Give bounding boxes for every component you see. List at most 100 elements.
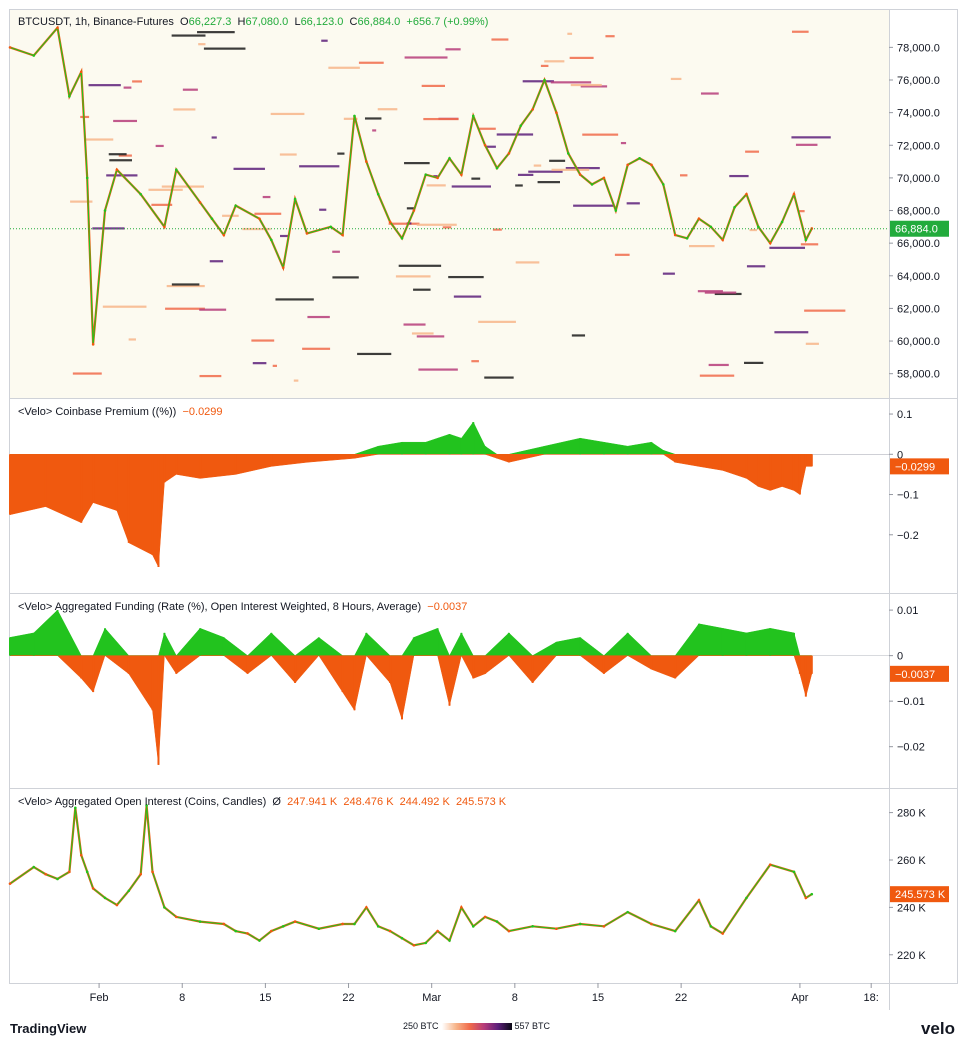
heatmap-streak xyxy=(209,260,224,263)
price-header: BTCUSDT, 1h, Binance-Futures O66,227.3 H… xyxy=(18,16,489,28)
price-point xyxy=(780,220,784,224)
tradingview-logo[interactable]: TradingView xyxy=(10,1021,87,1036)
heatmap-streak xyxy=(199,374,222,378)
heatmap-streak xyxy=(804,309,846,312)
price-point xyxy=(174,168,178,172)
price-point xyxy=(281,266,285,269)
heatmap-streak xyxy=(171,283,200,286)
heatmap-streak xyxy=(332,276,359,279)
heatmap-streak xyxy=(573,204,614,207)
price-point xyxy=(365,160,368,163)
heatmap-streak xyxy=(233,167,265,170)
price-point xyxy=(32,54,36,57)
funding-header: <Velo> Aggregated Funding (Rate (%), Ope… xyxy=(18,601,467,613)
heatmap-streak xyxy=(280,234,290,238)
price-point xyxy=(566,152,570,155)
premium-last-value-box xyxy=(890,458,949,475)
open_interest-point xyxy=(412,944,416,947)
oi-close: 245.573 K xyxy=(455,796,507,808)
low-value: 66,123.0 xyxy=(300,16,344,28)
heatmap-streak xyxy=(88,84,121,87)
heatmap-streak xyxy=(699,374,735,377)
x-tick-label: 8 xyxy=(512,992,518,1004)
heatmap-streak xyxy=(416,335,445,338)
open_interest-point xyxy=(163,906,166,909)
heatmap-streak xyxy=(328,66,360,69)
price-point xyxy=(721,238,725,242)
heatmap-streak xyxy=(404,56,448,59)
price-point xyxy=(543,78,546,82)
heatmap-streak xyxy=(166,284,205,288)
open_interest-point xyxy=(792,870,796,874)
y-tick-label: 78,000.0 xyxy=(897,42,940,54)
velo-logo[interactable]: velo xyxy=(920,1019,955,1038)
y-tick-label: 74,000.0 xyxy=(897,108,940,120)
price-point xyxy=(210,217,214,220)
heatmap-streak xyxy=(791,136,831,139)
price-point xyxy=(602,176,606,180)
heatmap-streak xyxy=(148,188,183,191)
funding-negative-area xyxy=(9,654,813,765)
heatmap-streak xyxy=(571,334,586,337)
heatmap-streak xyxy=(745,150,760,153)
oi-low: 244.492 K xyxy=(399,796,450,808)
heatmap-streak xyxy=(749,228,757,232)
heatmap-streak xyxy=(477,127,496,130)
x-tick-label: 18: xyxy=(864,992,879,1004)
price-point xyxy=(258,217,261,220)
price-point xyxy=(757,225,760,229)
heatmap-streak xyxy=(319,208,327,211)
heatmap-streak xyxy=(445,48,461,51)
open_interest-point xyxy=(74,806,77,810)
heatmap-streak xyxy=(72,372,102,375)
heatmap-streak xyxy=(372,129,377,132)
heatmap-streak xyxy=(544,60,565,63)
heatmap-streak xyxy=(670,77,682,81)
x-tick-label: 22 xyxy=(342,992,354,1004)
heatmap-streak xyxy=(128,338,136,341)
price-point xyxy=(471,114,475,118)
heatmap-streak xyxy=(151,203,173,206)
y-tick-label: 62,000.0 xyxy=(897,303,940,315)
heatmap-streak xyxy=(746,265,766,268)
funding-title: <Velo> Aggregated Funding (Rate (%), Ope… xyxy=(18,601,422,613)
heatmap-streak xyxy=(729,174,749,178)
price-point xyxy=(400,236,404,240)
heatmap-streak xyxy=(517,173,534,176)
open_interest-point xyxy=(602,925,606,928)
heatmap-streak xyxy=(704,291,737,294)
heatmap-streak xyxy=(398,264,442,267)
heatmap-streak xyxy=(626,202,640,205)
open_interest-point xyxy=(650,922,653,926)
heatmap-streak xyxy=(132,80,142,83)
open_interest-point xyxy=(68,870,71,874)
heatmap-streak xyxy=(197,31,235,34)
price-point xyxy=(733,205,736,209)
heatmap-streak xyxy=(203,47,246,50)
heatmap-streak xyxy=(161,185,205,188)
price-point xyxy=(305,232,309,235)
premium-last-value: −0.0299 xyxy=(895,461,935,473)
oi-title: <Velo> Aggregated Open Interest (Coins, … xyxy=(18,796,267,808)
y-tick-label: 64,000.0 xyxy=(897,271,940,283)
heatmap-streak xyxy=(565,166,600,170)
heatmap-streak xyxy=(471,177,481,180)
y-tick-label: 66,000.0 xyxy=(897,238,940,250)
open_interest-point xyxy=(222,922,226,926)
open_interest-last-value-box xyxy=(890,886,949,903)
price-point xyxy=(626,163,629,167)
open_interest-point xyxy=(768,863,772,867)
heatmap-streak xyxy=(533,164,542,167)
y-tick-label: 240 K xyxy=(897,902,926,914)
heatmap-streak xyxy=(679,174,688,177)
heatmap-streak xyxy=(155,144,164,148)
pane-background xyxy=(10,10,889,398)
heatmap-streak xyxy=(491,38,509,41)
price-point xyxy=(697,217,701,220)
heatmap-streak xyxy=(697,290,723,293)
y-tick-label: 0.1 xyxy=(897,409,912,421)
heatmap-streak xyxy=(275,298,314,301)
heatmap-streak xyxy=(123,86,132,89)
open_interest-point xyxy=(317,927,321,931)
open_interest-point xyxy=(436,929,439,933)
